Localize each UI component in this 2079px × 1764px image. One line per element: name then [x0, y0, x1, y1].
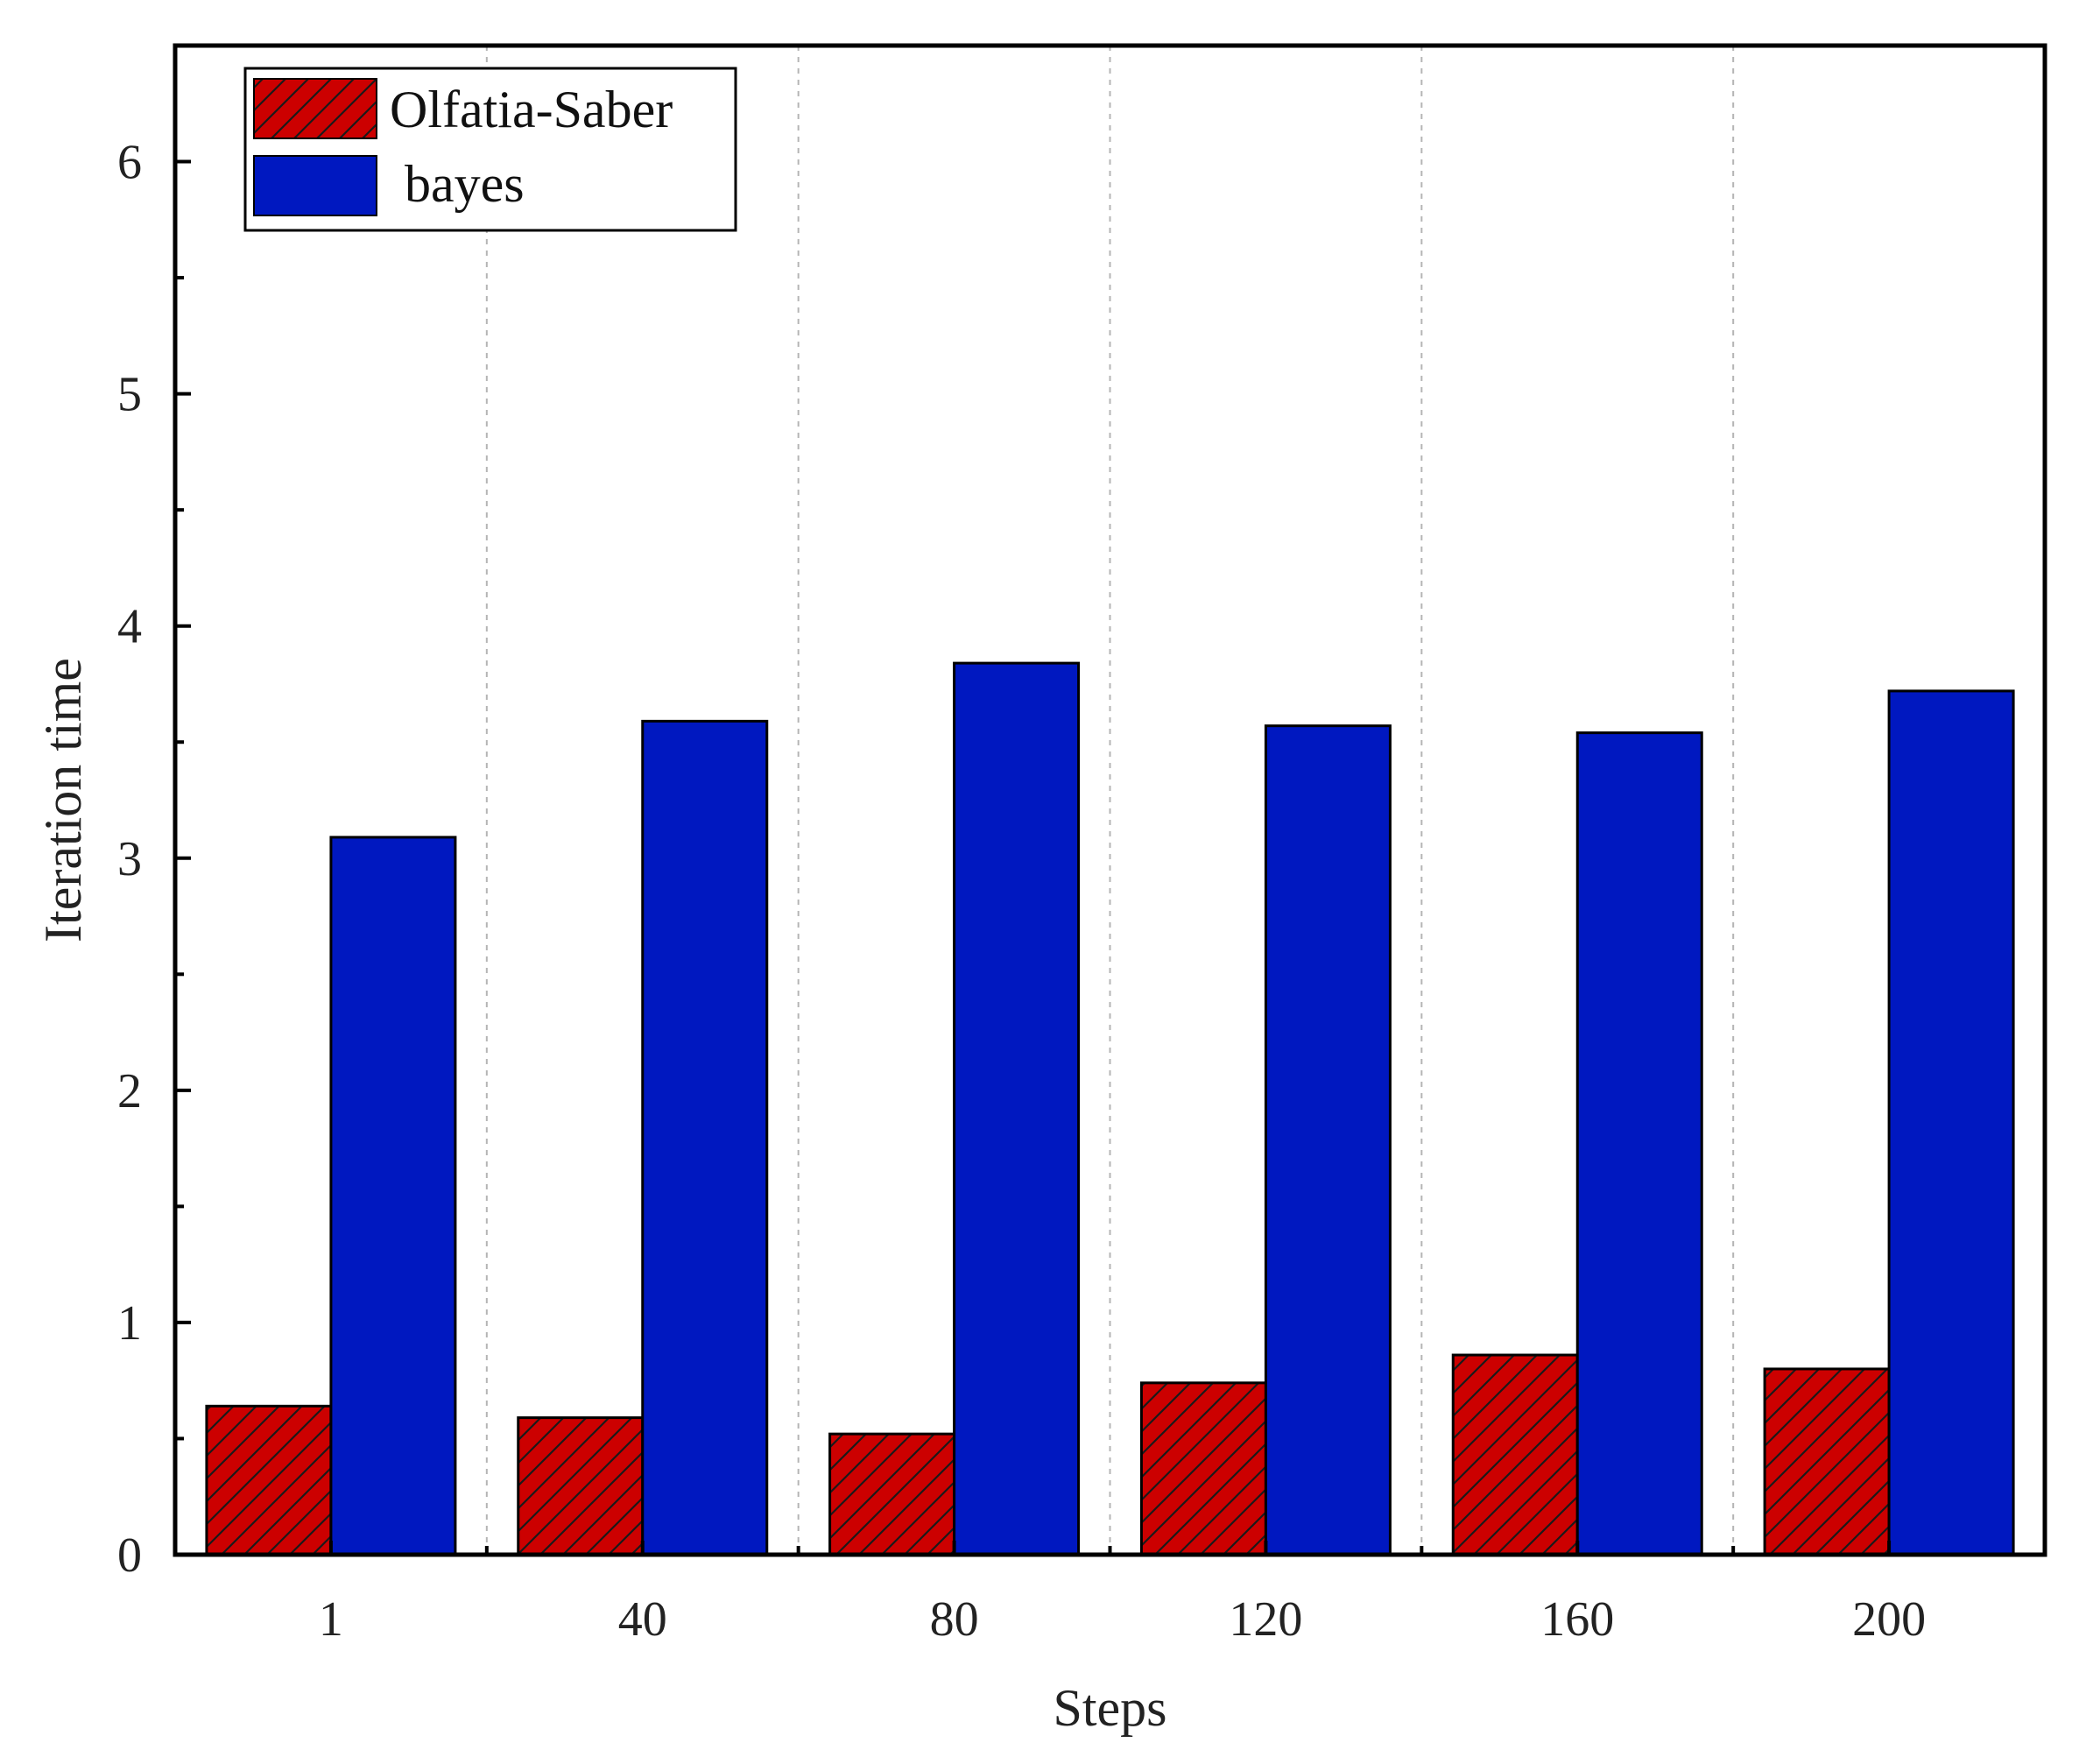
bar-bayes-40: [641, 719, 769, 1556]
y-tick-label: 3: [117, 832, 142, 886]
bar-olfatia-saber-160: [1451, 1353, 1579, 1556]
y-tick-label: 0: [117, 1528, 142, 1583]
y-axis-title: Iteration time: [34, 658, 92, 942]
bar-bayes-80: [953, 661, 1081, 1556]
y-tick-label: 2: [117, 1064, 142, 1118]
bar-olfatia-saber-120: [1139, 1381, 1267, 1556]
grid-lines: [485, 46, 1735, 1555]
legend-label-olfatia-saber: Olfatia-Saber: [390, 81, 673, 138]
bars: [205, 661, 2015, 1556]
y-tick-label: 4: [117, 600, 142, 654]
bar-bayes-200: [1887, 689, 2015, 1556]
legend-swatch-olfatia-saber: [253, 78, 377, 139]
x-tick-label: 120: [1229, 1592, 1302, 1647]
x-axis-title: Steps: [1053, 1679, 1166, 1737]
x-tick-label: 1: [319, 1592, 343, 1647]
legend: Olfatia-Saber bayes: [243, 67, 737, 232]
legend-swatch-bayes: [253, 155, 377, 216]
bar-olfatia-saber-1: [205, 1404, 333, 1556]
legend-label-bayes: bayes: [405, 155, 525, 213]
tick-labels: 1 40 80 120 160 200 0 1 2 3 4 5 6: [117, 136, 1926, 1647]
bar-olfatia-saber-40: [517, 1416, 645, 1556]
y-tick-label: 6: [117, 136, 142, 190]
x-tick-label: 80: [930, 1592, 979, 1647]
y-tick-label: 5: [117, 368, 142, 422]
bar-bayes-1: [329, 836, 457, 1556]
x-tick-label: 160: [1540, 1592, 1614, 1647]
y-tick-label: 1: [117, 1296, 142, 1351]
bar-olfatia-saber-200: [1763, 1367, 1891, 1556]
bar-bayes-160: [1575, 731, 1703, 1556]
bar-bayes-120: [1264, 724, 1392, 1556]
x-tick-label: 200: [1852, 1592, 1926, 1647]
x-tick-label: 40: [618, 1592, 667, 1647]
axis-ticks: [173, 44, 2047, 1556]
bar-olfatia-saber-80: [828, 1432, 956, 1556]
